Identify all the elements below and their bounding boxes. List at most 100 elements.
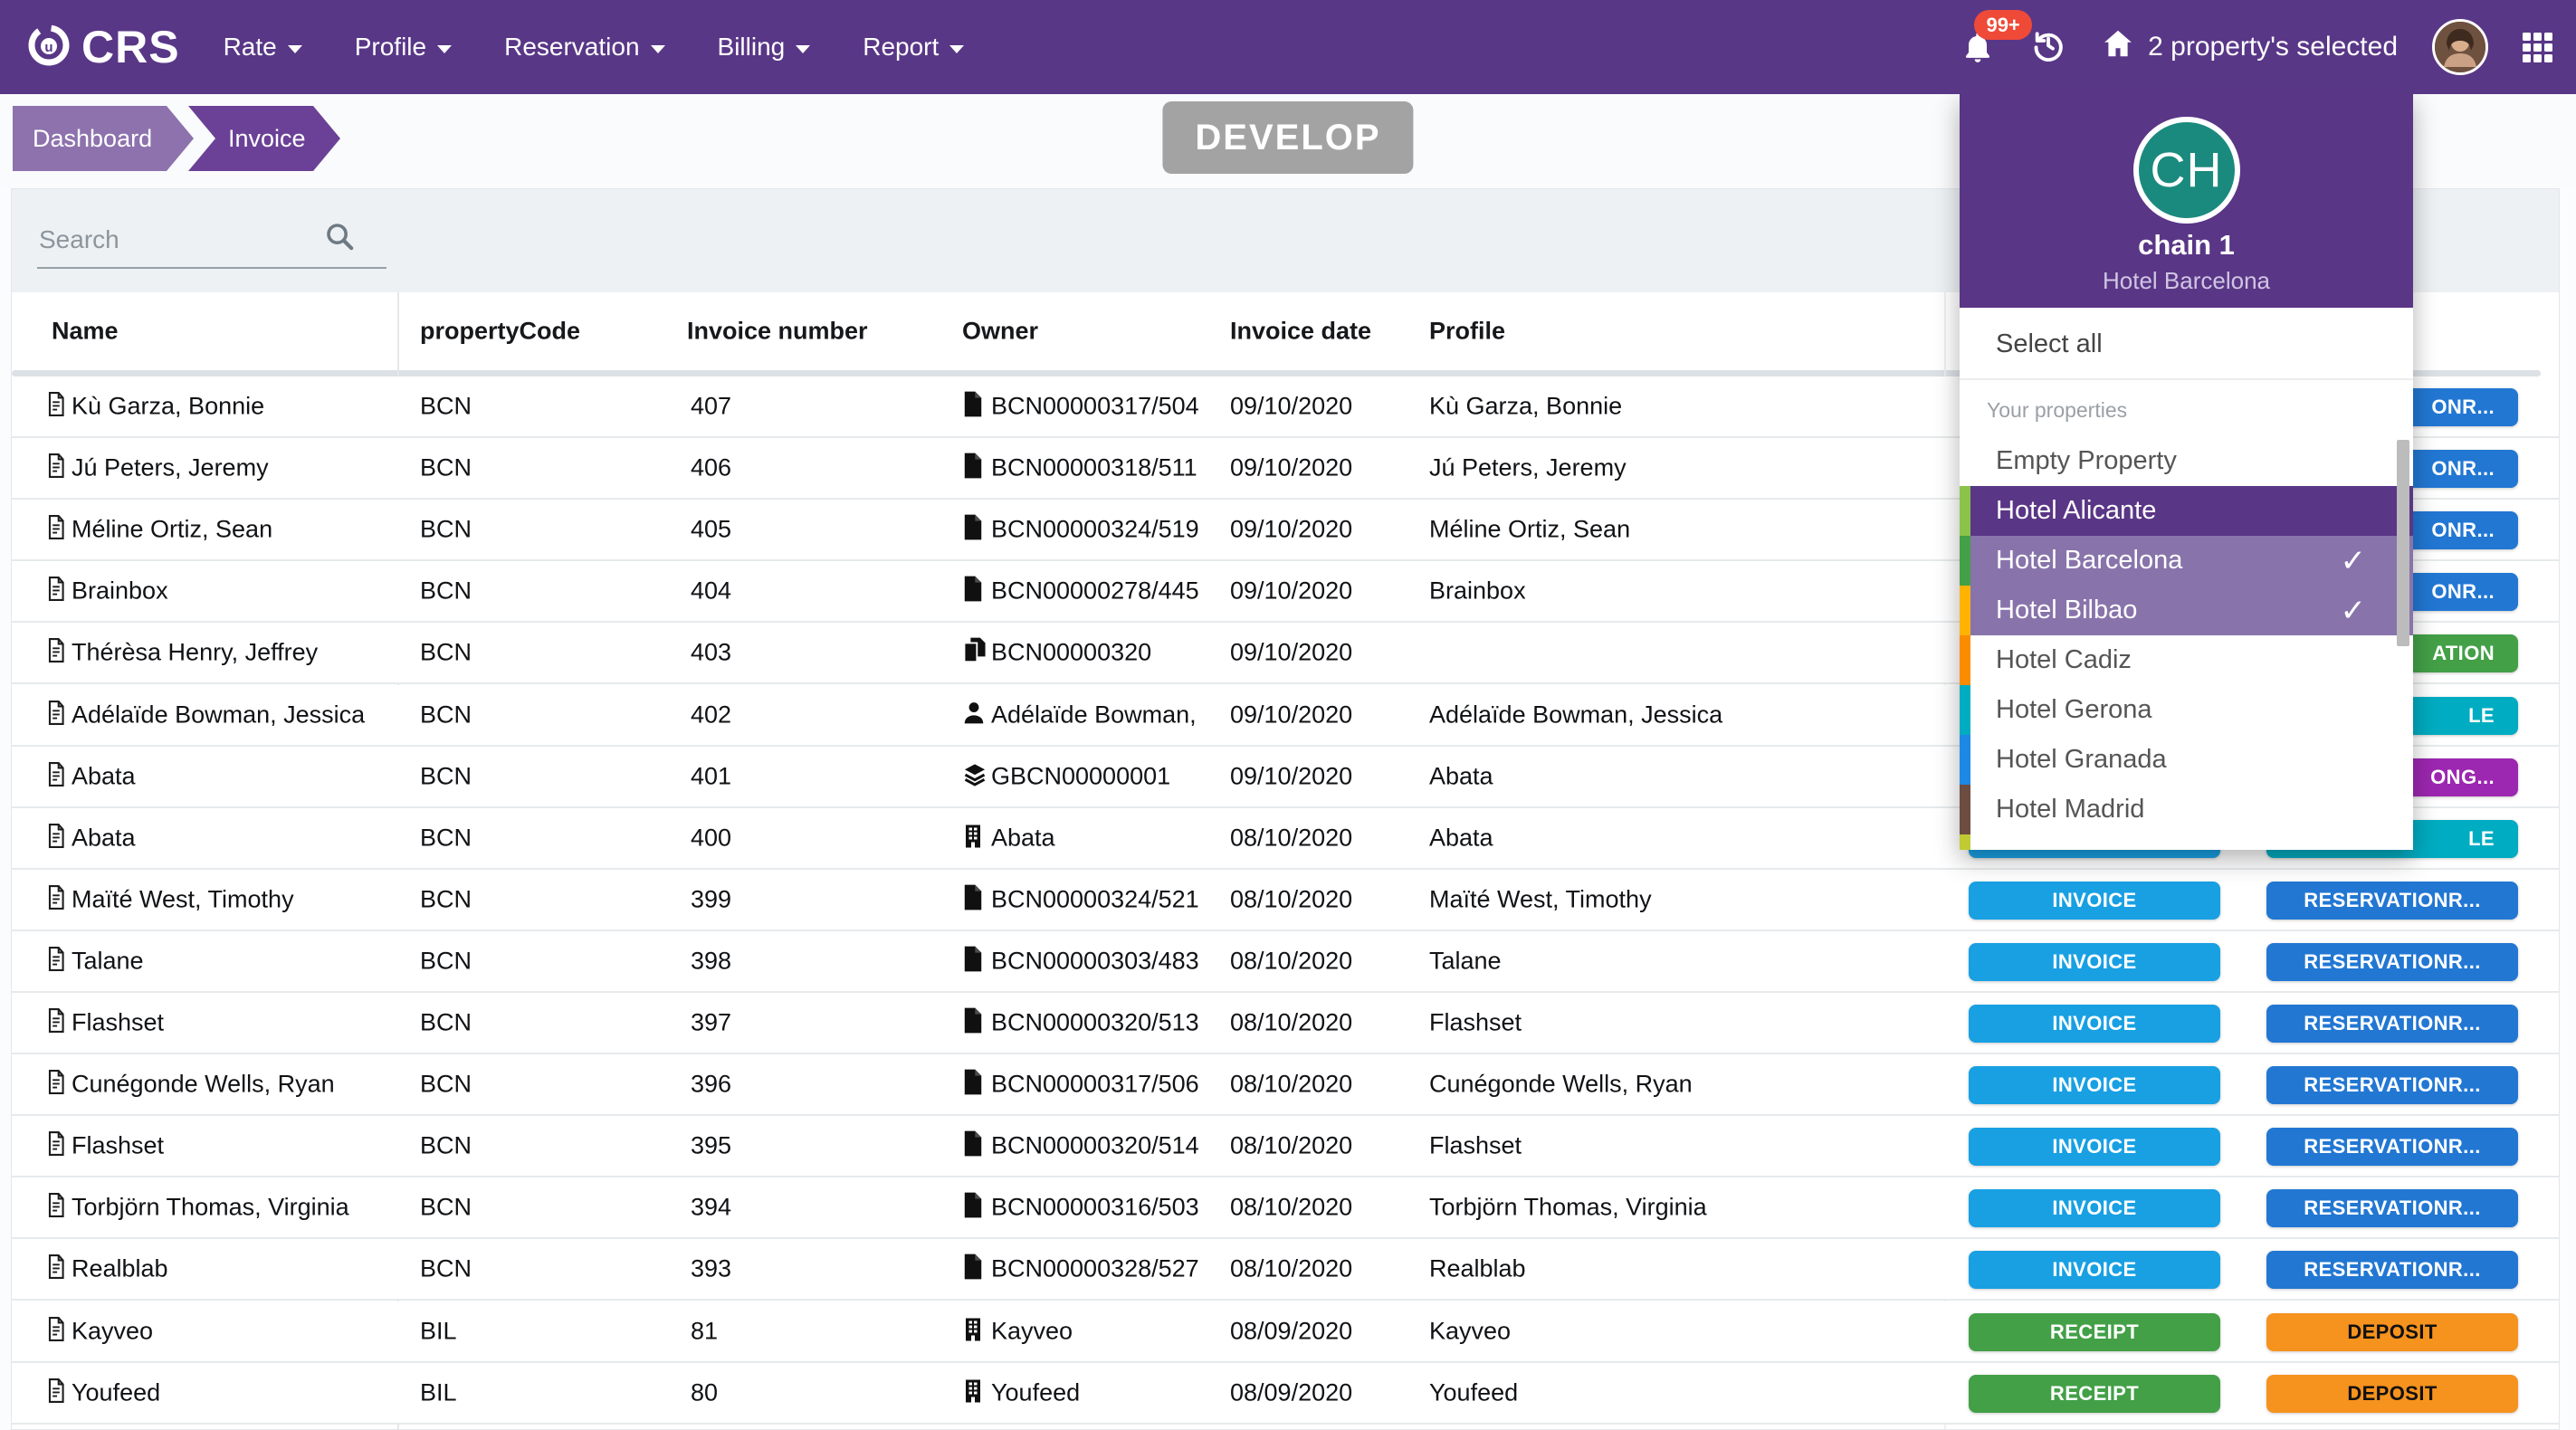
- action-button-2[interactable]: DEPOSIT: [2266, 1312, 2518, 1351]
- invoice-number-cell: 406: [691, 453, 732, 481]
- table-row[interactable]: Cunégonde Wells, Ryan BCN 396 BCN00000317/5…: [12, 1054, 2559, 1117]
- breadcrumb-item-dashboard[interactable]: Dashboard: [13, 106, 194, 171]
- nav-menu-report[interactable]: Report: [863, 33, 965, 62]
- nav-menu-billing[interactable]: Billing: [718, 33, 811, 62]
- profile-cell: Adélaïde Bowman, Jessica: [1429, 701, 1723, 729]
- user-avatar[interactable]: [2432, 19, 2488, 75]
- breadcrumb-item-invoice[interactable]: Invoice: [188, 106, 340, 171]
- invoice-date-cell: 08/10/2020: [1230, 947, 1353, 975]
- profile-cell: Youfeed: [1429, 1378, 1519, 1406]
- invoice-number-cell: 398: [691, 947, 732, 975]
- property-item-hotel-madrid[interactable]: Hotel Madrid: [1960, 785, 2413, 834]
- action-button-1[interactable]: RECEIPT: [1969, 1374, 2220, 1413]
- table-row[interactable]: Flashset BCN 397 BCN00000320/513 08/10/2020 F…: [12, 993, 2559, 1055]
- table-row[interactable]: Realblab BCN 393 BCN00000328/527 08/10/2020 R…: [12, 1239, 2559, 1301]
- file-lines-icon: [44, 699, 68, 730]
- profile-cell: Kayveo: [1429, 1317, 1512, 1345]
- table-row[interactable]: Talane BCN 398 BCN00000303/483 08/10/2020 Tal…: [12, 930, 2559, 993]
- nav-menu-reservation[interactable]: Reservation: [504, 33, 665, 62]
- action-button-2[interactable]: RESERVATIONR...: [2266, 1251, 2518, 1290]
- property-item-hotel-cadiz[interactable]: Hotel Cadiz: [1960, 635, 2413, 685]
- nav-menu-rate[interactable]: Rate: [224, 33, 302, 62]
- action-button-2[interactable]: RESERVATIONR...: [2266, 1005, 2518, 1043]
- property-item-label: Hotel Granada: [1996, 745, 2167, 774]
- search-field: [37, 213, 386, 269]
- table-row[interactable]: Kayveo BIL 81 Kayveo 08/09/2020 Kayveo RECEIPT…: [12, 1301, 2559, 1363]
- property-item-empty-property[interactable]: Empty Property: [1960, 436, 2413, 486]
- invoice-number-cell: 80: [691, 1378, 719, 1406]
- owner-cell: BCN00000278/445: [991, 577, 1199, 605]
- invoice-date-cell: 09/10/2020: [1230, 515, 1353, 543]
- properties-selected-label: 2 property's selected: [2148, 32, 2398, 62]
- table-row[interactable]: Flashset BCN 395 BCN00000320/514 08/10/2020 F…: [12, 1116, 2559, 1178]
- action-button-2[interactable]: RESERVATIONR...: [2266, 942, 2518, 981]
- property-item-hotel-alicante[interactable]: Hotel Alicante: [1960, 486, 2413, 536]
- action-button-1[interactable]: INVOICE: [1969, 1005, 2220, 1043]
- property-code-cell: BCN: [420, 762, 472, 790]
- property-item-hotel-bilbao[interactable]: Hotel Bilbao ✓: [1960, 586, 2413, 635]
- profile-cell: Kù Garza, Bonnie: [1429, 392, 1623, 420]
- name-cell: Talane: [72, 947, 144, 975]
- file-icon: [962, 1069, 984, 1101]
- owner-cell: BCN00000318/511: [991, 453, 1197, 481]
- table-row[interactable]: Youfeed BIL 80 Youfeed 08/09/2020 Youfeed RECE…: [12, 1362, 2559, 1425]
- property-selector-button[interactable]: 2 property's selected: [2101, 26, 2398, 68]
- owner-cell: BCN00000317/504: [991, 392, 1199, 420]
- file-lines-icon: [44, 391, 68, 423]
- chevron-down-icon: [796, 44, 811, 53]
- property-code-cell: BIL: [420, 1317, 457, 1345]
- file-lines-icon: [44, 1007, 68, 1039]
- file-icon: [962, 883, 984, 915]
- notifications-button[interactable]: 99+: [1960, 9, 2033, 71]
- action-button-2[interactable]: DEPOSIT: [2266, 1374, 2518, 1413]
- file-lines-icon: [44, 1069, 68, 1101]
- column-header-profile: Profile: [1429, 317, 1506, 345]
- action-button-2[interactable]: RESERVATIONR...: [2266, 1066, 2518, 1105]
- owner-cell: Kayveo: [991, 1317, 1073, 1345]
- invoice-date-cell: 08/10/2020: [1230, 824, 1353, 852]
- brand-logo[interactable]: u CRS: [25, 21, 180, 73]
- nav-menu-profile[interactable]: Profile: [355, 33, 453, 62]
- property-item-label: Empty Property: [1996, 446, 2177, 475]
- table-row[interactable]: Maïté West, Timothy BCN 399 BCN00000324/521…: [12, 869, 2559, 931]
- property-item-hotel-barcelona[interactable]: Hotel Barcelona ✓: [1960, 536, 2413, 586]
- property-item-hotel-gerona[interactable]: Hotel Gerona: [1960, 685, 2413, 735]
- apps-grid-icon[interactable]: [2523, 32, 2552, 62]
- action-button-2[interactable]: RESERVATIONR...: [2266, 881, 2518, 920]
- search-icon[interactable]: [323, 220, 356, 257]
- action-button-1[interactable]: INVOICE: [1969, 881, 2220, 920]
- action-button-2[interactable]: RESERVATIONR...: [2266, 1128, 2518, 1167]
- brand-text: CRS: [81, 22, 180, 72]
- history-button[interactable]: [2030, 27, 2066, 68]
- horizontal-scrollbar[interactable]: [12, 370, 2541, 377]
- owner-cell: BCN00000324/521: [991, 885, 1199, 913]
- panel-scrollbar-thumb[interactable]: [2397, 440, 2409, 646]
- building-icon: [962, 1315, 984, 1347]
- navbar-right: 99+ 2 property's selected: [1960, 0, 2552, 94]
- property-code-cell: BCN: [420, 392, 472, 420]
- name-cell: Thérèsa Henry, Jeffrey: [72, 638, 319, 666]
- file-icon: [962, 576, 984, 607]
- property-item-partial[interactable]: [1960, 834, 2413, 850]
- property-code-cell: BCN: [420, 947, 472, 975]
- select-all-option[interactable]: Select all: [1960, 308, 2413, 380]
- file-lines-icon: [44, 453, 68, 484]
- file-icon: [962, 1007, 984, 1039]
- property-color-bar: [1960, 685, 1970, 735]
- name-cell: Cunégonde Wells, Ryan: [72, 1070, 335, 1098]
- nav-menu-label: Reservation: [504, 33, 640, 61]
- table-row[interactable]: Torbjörn Thomas, Virginia BCN 394 BCN000003…: [12, 1177, 2559, 1240]
- invoice-number-cell: 397: [691, 1008, 732, 1036]
- action-button-2[interactable]: RESERVATIONR...: [2266, 1189, 2518, 1228]
- action-button-1[interactable]: INVOICE: [1969, 1066, 2220, 1105]
- property-item-hotel-granada[interactable]: Hotel Granada: [1960, 735, 2413, 785]
- property-code-cell: BCN: [420, 1131, 472, 1159]
- action-button-1[interactable]: INVOICE: [1969, 1251, 2220, 1290]
- action-button-1[interactable]: RECEIPT: [1969, 1312, 2220, 1351]
- action-button-1[interactable]: INVOICE: [1969, 942, 2220, 981]
- invoice-date-cell: 08/09/2020: [1230, 1378, 1353, 1406]
- action-button-1[interactable]: INVOICE: [1969, 1189, 2220, 1228]
- chain-subtitle: Hotel Barcelona: [2103, 267, 2270, 294]
- search-input[interactable]: [37, 213, 386, 269]
- action-button-1[interactable]: INVOICE: [1969, 1128, 2220, 1167]
